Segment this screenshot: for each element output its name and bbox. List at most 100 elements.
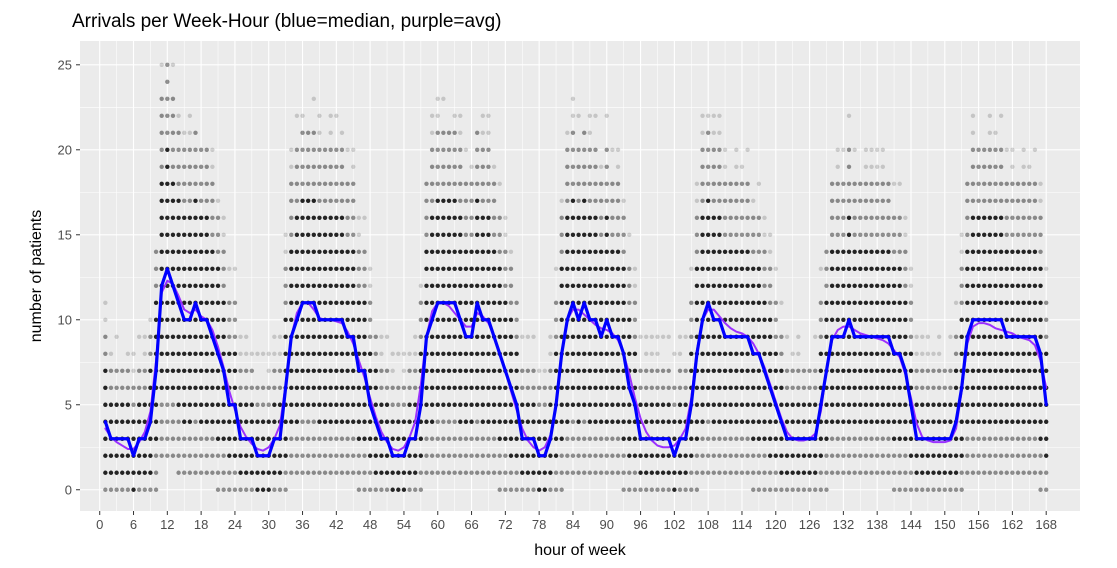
scatter-point [908, 266, 914, 271]
scatter-point [604, 368, 609, 373]
scatter-point [582, 453, 587, 458]
scatter-point [756, 385, 762, 390]
scatter-point [1038, 249, 1043, 254]
scatter-point [711, 402, 717, 407]
scatter-point [480, 470, 486, 475]
scatter-point [193, 453, 198, 458]
scatter-point [170, 300, 176, 305]
scatter-point [210, 232, 215, 237]
scatter-point [841, 300, 846, 305]
scatter-point [576, 164, 581, 169]
scatter-point [841, 283, 846, 288]
scatter-point [227, 487, 232, 492]
scatter-point [953, 470, 959, 475]
scatter-point [452, 368, 457, 373]
scatter-point [818, 351, 824, 356]
scatter-point [1038, 487, 1043, 492]
scatter-point [1021, 232, 1026, 237]
scatter-point [520, 453, 525, 458]
scatter-point [982, 300, 987, 305]
scatter-point [711, 300, 717, 305]
scatter-point [514, 385, 519, 390]
scatter-point [328, 351, 333, 356]
scatter-point [829, 215, 835, 220]
scatter-point [858, 453, 863, 458]
scatter-point [193, 385, 198, 390]
scatter-point [942, 487, 947, 492]
scatter-point [959, 453, 964, 458]
scatter-point [469, 283, 474, 288]
scatter-point [638, 368, 643, 373]
scatter-point [458, 130, 463, 135]
scatter-point [643, 470, 649, 475]
scatter-point [756, 334, 762, 339]
scatter-point [210, 470, 215, 475]
scatter-point [880, 300, 886, 305]
scatter-point [322, 351, 328, 356]
scatter-point [880, 470, 886, 475]
scatter-point [874, 181, 880, 186]
scatter-point [829, 453, 835, 458]
scatter-point [959, 470, 964, 475]
scatter-point [305, 215, 311, 220]
scatter-point [367, 317, 373, 322]
scatter-point [176, 130, 181, 135]
scatter-point [255, 436, 260, 441]
scatter-point [508, 283, 514, 288]
scatter-point [429, 351, 435, 356]
scatter-point [728, 402, 733, 407]
scatter-point [767, 317, 773, 322]
scatter-point [345, 283, 350, 288]
scatter-point [317, 113, 322, 118]
scatter-point [908, 351, 914, 356]
scatter-point [739, 164, 745, 169]
scatter-point [858, 300, 863, 305]
scatter-point [852, 198, 857, 203]
scatter-point [1027, 164, 1032, 169]
scatter-point [987, 351, 993, 356]
scatter-point [717, 181, 722, 186]
scatter-point [728, 249, 733, 254]
scatter-point [672, 402, 677, 407]
scatter-point [480, 164, 486, 169]
scatter-point [491, 181, 497, 186]
scatter-point [717, 283, 722, 288]
scatter-point [565, 470, 570, 475]
scatter-point [970, 266, 976, 271]
scatter-point [739, 453, 745, 458]
scatter-point [987, 368, 993, 373]
scatter-point [1027, 419, 1032, 424]
scatter-point [429, 266, 435, 271]
scatter-point [559, 385, 564, 390]
scatter-point [373, 470, 378, 475]
scatter-point [976, 147, 981, 152]
scatter-point [582, 334, 587, 339]
scatter-point [621, 453, 626, 458]
scatter-point [1004, 453, 1009, 458]
scatter-point [863, 300, 869, 305]
scatter-point [548, 402, 553, 407]
scatter-point [170, 436, 176, 441]
scatter-point [289, 317, 294, 322]
scatter-point [582, 351, 587, 356]
scatter-point [474, 283, 480, 288]
scatter-point [548, 368, 553, 373]
scatter-point [570, 96, 576, 101]
scatter-point [187, 470, 193, 475]
scatter-point [125, 470, 131, 475]
scatter-point [508, 402, 514, 407]
x-tick-label: 144 [900, 517, 922, 532]
scatter-point [497, 385, 502, 390]
scatter-point [841, 266, 846, 271]
scatter-point [1015, 453, 1021, 458]
scatter-point [891, 385, 897, 390]
scatter-point [739, 181, 745, 186]
scatter-point [632, 283, 638, 288]
scatter-point [260, 402, 266, 407]
scatter-point [835, 232, 840, 237]
scatter-point [367, 351, 373, 356]
scatter-point [751, 487, 756, 492]
scatter-point [204, 215, 209, 220]
scatter-point [198, 232, 204, 237]
scatter-point [1027, 198, 1032, 203]
